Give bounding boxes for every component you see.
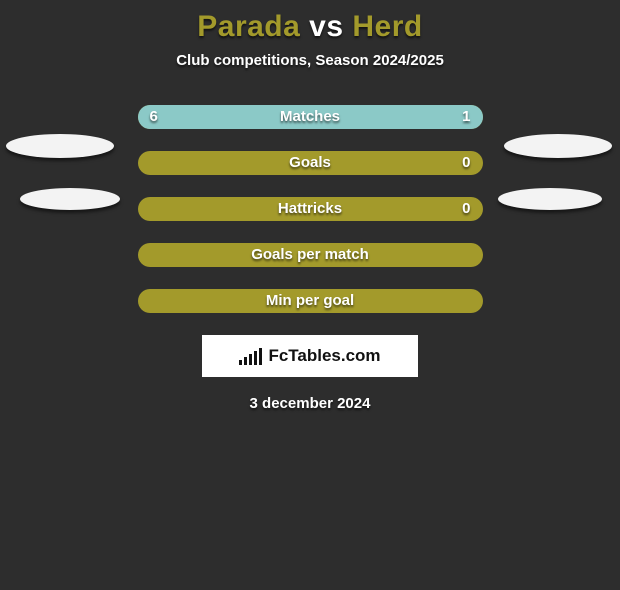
stat-row-value-right: 0 [462,197,470,221]
stat-row: Goals0 [138,151,483,175]
title-vs: vs [309,10,343,43]
bars-icon [239,348,262,365]
stat-row-label: Hattricks [138,197,483,221]
stat-row: Matches6 1 [138,105,483,129]
decorative-ellipse [498,188,602,210]
stat-row-label: Min per goal [138,289,483,313]
stat-row-value-right: 1 [462,105,470,129]
subtitle: Club competitions, Season 2024/2025 [0,52,620,69]
stat-row-value-left: 6 [150,105,158,129]
stat-row: Min per goal [138,289,483,313]
title-player1: Parada [197,10,300,43]
title-player2: Herd [352,10,422,43]
stat-row-label: Goals [138,151,483,175]
decorative-ellipse [6,134,114,158]
page-title: Parada vs Herd [0,10,620,44]
logo-text: FcTables.com [268,346,380,366]
stat-row-label: Goals per match [138,243,483,267]
stat-row: Goals per match [138,243,483,267]
decorative-ellipse [504,134,612,158]
stat-row-value-right: 0 [462,151,470,175]
logo-box: FcTables.com [202,335,418,377]
stat-row-label: Matches [138,105,483,129]
stat-row: Hattricks0 [138,197,483,221]
decorative-ellipse [20,188,120,210]
date-text: 3 december 2024 [0,395,620,412]
